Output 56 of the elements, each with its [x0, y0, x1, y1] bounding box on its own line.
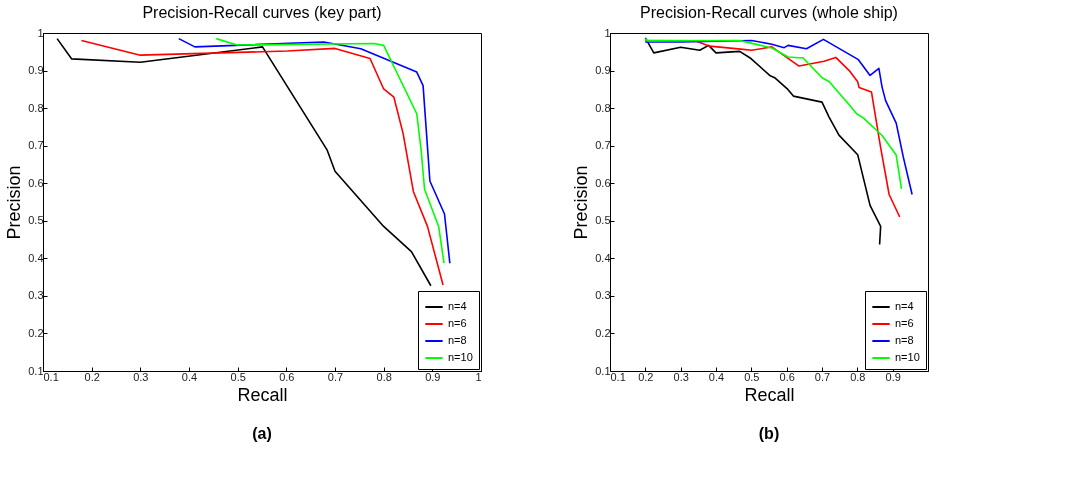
- y-tick-label: 1: [604, 26, 611, 39]
- x-tick-label: 0.5: [744, 370, 760, 383]
- y-tick-label: 0.9: [28, 64, 44, 77]
- x-tick-label: 0.6: [279, 370, 295, 383]
- legend-label: n=4: [448, 300, 467, 312]
- y-tick-label: 0.8: [28, 101, 44, 114]
- text: (b): [758, 425, 780, 442]
- line-series: [177, 37, 451, 265]
- x-tick-label: 0.4: [181, 370, 198, 383]
- y-tick-label: 0.4: [595, 251, 611, 264]
- y-tick-label: 0.7: [595, 139, 611, 152]
- text: (a): [252, 425, 272, 442]
- y-axis-title: Precision: [4, 165, 25, 240]
- y-tick-label: 0.3: [28, 289, 44, 302]
- x-tick-label: 0.4: [708, 370, 725, 383]
- y-tick-label: 0.5: [595, 214, 611, 227]
- x-tick-label: 0.9: [885, 370, 901, 383]
- y-tick-label: 0.6: [28, 176, 44, 189]
- y-tick-label: 0.8: [595, 101, 611, 114]
- x-tick-label: 0.2: [638, 370, 654, 383]
- x-tick-label: 0.7: [327, 370, 344, 383]
- x-tick-label: 0.7: [814, 370, 831, 383]
- legend-label: n=8: [448, 334, 467, 346]
- legend-label: n=6: [448, 317, 467, 329]
- x-tick-label: 0.1: [610, 370, 626, 383]
- y-tick-label: 0.4: [28, 251, 44, 264]
- line-series: [215, 37, 445, 265]
- legend-label: n=10: [448, 351, 473, 363]
- y-tick-label: 0.7: [28, 139, 44, 152]
- y-axis-title: Precision: [571, 165, 592, 240]
- x-axis-title: Recall: [237, 384, 288, 405]
- legend-label: n=6: [895, 317, 914, 329]
- x-tick-label: 0.5: [230, 370, 246, 383]
- y-tick-label: 0.5: [28, 214, 44, 227]
- y-tick-label: 0.3: [595, 289, 611, 302]
- x-tick-label: 0.1: [43, 370, 59, 383]
- chart-title: Precision-Recall curves (key part): [142, 4, 382, 21]
- x-tick-label: 1: [475, 370, 482, 383]
- x-tick-label: 0.8: [376, 370, 392, 383]
- y-tick-label: 0.2: [28, 326, 44, 339]
- x-tick-label: 0.3: [133, 370, 149, 383]
- x-tick-label: 0.3: [673, 370, 689, 383]
- x-tick-label: 0.6: [779, 370, 795, 383]
- legend-label: n=4: [895, 300, 914, 312]
- y-tick-label: 0.6: [595, 176, 611, 189]
- legend-label: n=10: [895, 351, 920, 363]
- chart-title: Precision-Recall curves (whole ship): [640, 4, 898, 21]
- y-tick-label: 1: [37, 26, 44, 39]
- x-tick-label: 0.2: [84, 370, 100, 383]
- x-tick-label: 0.8: [850, 370, 866, 383]
- y-tick-label: 0.9: [595, 64, 611, 77]
- x-axis-title: Recall: [744, 384, 795, 405]
- legend-label: n=8: [895, 334, 914, 346]
- x-tick-label: 0.9: [425, 370, 441, 383]
- line-series: [644, 37, 882, 246]
- y-tick-label: 0.2: [595, 326, 611, 339]
